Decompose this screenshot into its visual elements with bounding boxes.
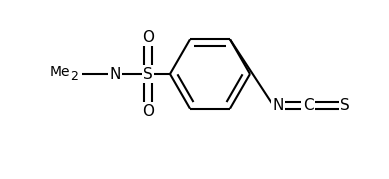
Text: O: O: [142, 30, 154, 45]
Text: O: O: [142, 103, 154, 118]
Text: N: N: [272, 98, 284, 112]
Text: N: N: [109, 67, 121, 81]
Text: S: S: [340, 98, 350, 112]
Text: C: C: [303, 98, 313, 112]
Text: Me: Me: [50, 65, 70, 79]
Text: S: S: [143, 67, 153, 81]
Text: 2: 2: [70, 69, 78, 83]
